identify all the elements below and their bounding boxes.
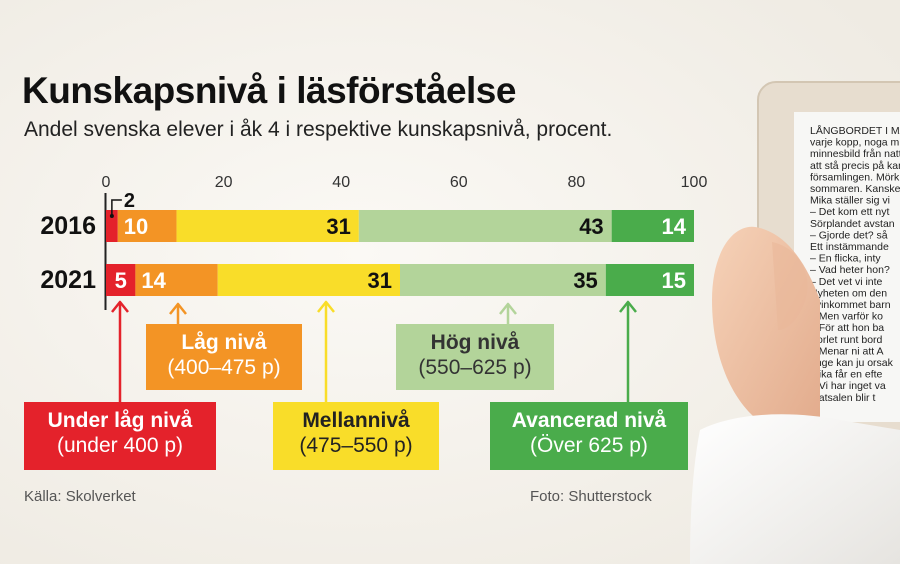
ereader-text-line: – Menar ni att A	[810, 345, 884, 357]
category-label: 2021	[40, 266, 96, 294]
photo-credit: Foto: Shutterstock	[530, 488, 652, 505]
ereader-text-line: LÅNGBORDET I MATSA	[810, 124, 900, 137]
x-tick-label: 100	[681, 174, 708, 191]
ereader-text-line: – En flicka, inty	[810, 253, 881, 265]
arrow-head-lag	[169, 302, 187, 315]
data-label: 5	[115, 268, 127, 293]
bar-segment-lag	[135, 264, 218, 296]
x-tick-label: 80	[568, 174, 586, 191]
stacked-bar-chart: 0 20 40 60 80 100 2016 210 31 43 14 2021 5 14 31 35 15	[40, 174, 707, 310]
ereader-text-line: att stå precis på kan	[810, 160, 900, 172]
sleeve	[690, 414, 900, 564]
data-label: 31	[368, 268, 392, 293]
arrow-head-hog	[499, 302, 517, 315]
ereader-text-line: – Det vet vi inte	[810, 276, 883, 288]
arrow-head-under	[111, 300, 129, 313]
ereader-text-line: unge kan ju orsak	[810, 357, 894, 369]
category-label: 2016	[40, 212, 96, 240]
data-label: 15	[662, 268, 686, 293]
bar-segment-mellan	[176, 210, 359, 242]
data-label: 10	[124, 214, 148, 239]
ereader-text-line: nyinkommet barn	[810, 299, 891, 311]
thumb	[772, 242, 808, 330]
ereader-text-line: Matsalen blir t	[810, 392, 875, 404]
bar-segment-avancerad	[605, 264, 694, 296]
legend-mellanniva: Mellannivå (475–550 p)	[273, 402, 439, 470]
bar-segment-hog	[400, 264, 606, 296]
ereader-text: LÅNGBORDET I MATSAvarje kopp, noga mminn…	[810, 124, 900, 404]
legend-under-lag-niva: Under låg nivå (under 400 p)	[24, 402, 216, 470]
ereader-photo: LÅNGBORDET I MATSAvarje kopp, noga mminn…	[690, 81, 900, 564]
x-tick-label: 60	[450, 174, 468, 191]
x-tick-label: 20	[215, 174, 233, 191]
data-label: 43	[579, 214, 603, 239]
data-label: 14	[662, 214, 687, 239]
chart-title: Kunskapsnivå i läsförståelse	[22, 70, 516, 111]
legend-range: (under 400 p)	[56, 434, 184, 458]
legend-name: Mellannivå	[302, 409, 410, 432]
data-label: 35	[573, 268, 597, 293]
legend-name: Under låg nivå	[47, 409, 193, 432]
ereader-text-line: – Vad heter hon?	[810, 264, 890, 276]
ereader-text-line: församlingen. Mörk	[810, 171, 900, 183]
ereader-text-line: minnesbild från natt	[810, 148, 900, 160]
ereader-text-line: – Det kom ett nyt	[810, 206, 889, 218]
legend-arrows	[111, 300, 637, 402]
arrow-head-mellan	[317, 300, 335, 313]
legend-name: Avancerad nivå	[511, 409, 667, 432]
legend-name: Hög nivå	[430, 331, 520, 354]
ereader-text-line: – Gjorde det? så	[810, 229, 888, 241]
bar-segment-lag	[117, 210, 177, 242]
legend-range: (400–475 p)	[167, 356, 281, 380]
ereader-text-line: – Men varför ko	[810, 311, 883, 323]
ereader-text-line: varje kopp, noga m	[810, 137, 900, 149]
bar-segment-hog	[358, 210, 612, 242]
x-tick-label: 40	[332, 174, 350, 191]
legend-range: (Över 625 p)	[530, 434, 648, 458]
ereader-text-line: Mika ställer sig vi	[810, 195, 890, 207]
data-label: 2	[124, 190, 135, 212]
bar-segment-avancerad	[611, 210, 694, 242]
source-text: Källa: Skolverket	[24, 488, 136, 505]
legend-avancerad-niva: Avancerad nivå (Över 625 p)	[490, 402, 688, 470]
ereader-text-line: – För att hon ba	[810, 322, 884, 334]
ereader-text-line: Sorlet runt bord	[810, 334, 883, 346]
bar-segment-mellan	[217, 264, 400, 296]
legend-lag-niva: Låg nivå (400–475 p)	[146, 324, 302, 390]
bar-segment-under	[106, 210, 118, 242]
ereader-text-line: Nyheten om den	[810, 287, 887, 299]
legend-name: Låg nivå	[181, 331, 267, 354]
x-tick-label: 0	[102, 174, 111, 191]
chart-subtitle: Andel svenska elever i åk 4 i respektive…	[24, 118, 613, 141]
legend-range: (475–550 p)	[299, 434, 413, 458]
ereader-text-line: sommaren. Kanske	[810, 183, 900, 195]
ereader-text-line: Ett instämmande	[810, 241, 889, 253]
callout-line	[111, 199, 122, 216]
data-label: 14	[141, 268, 166, 293]
legend-hog-niva: Hög nivå (550–625 p)	[396, 324, 554, 390]
ereader-text-line: – Vi har inget va	[810, 380, 886, 392]
data-label: 31	[326, 214, 350, 239]
legend-range: (550–625 p)	[418, 356, 532, 380]
ereader-text-line: Mika får en efte	[810, 369, 883, 381]
ereader-text-line: Sörplandet avstan	[810, 218, 895, 230]
arrow-head-avancerad	[619, 300, 637, 313]
bar-segment-under	[106, 264, 136, 296]
